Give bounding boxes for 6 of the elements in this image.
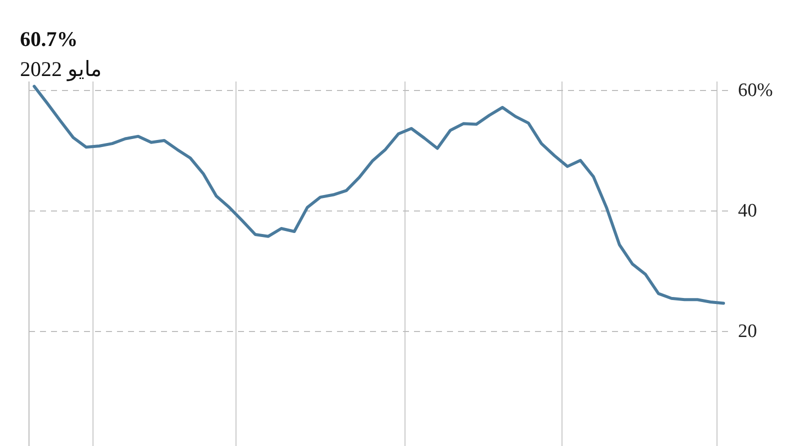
y-tick-label: 20 — [738, 321, 757, 342]
line-series — [32, 84, 725, 305]
y-tick-label: 40 — [738, 200, 757, 222]
text: 60.7% — [20, 27, 78, 51]
y-tick-label: 60% — [738, 80, 773, 102]
text: مايو 2022 — [20, 57, 102, 82]
